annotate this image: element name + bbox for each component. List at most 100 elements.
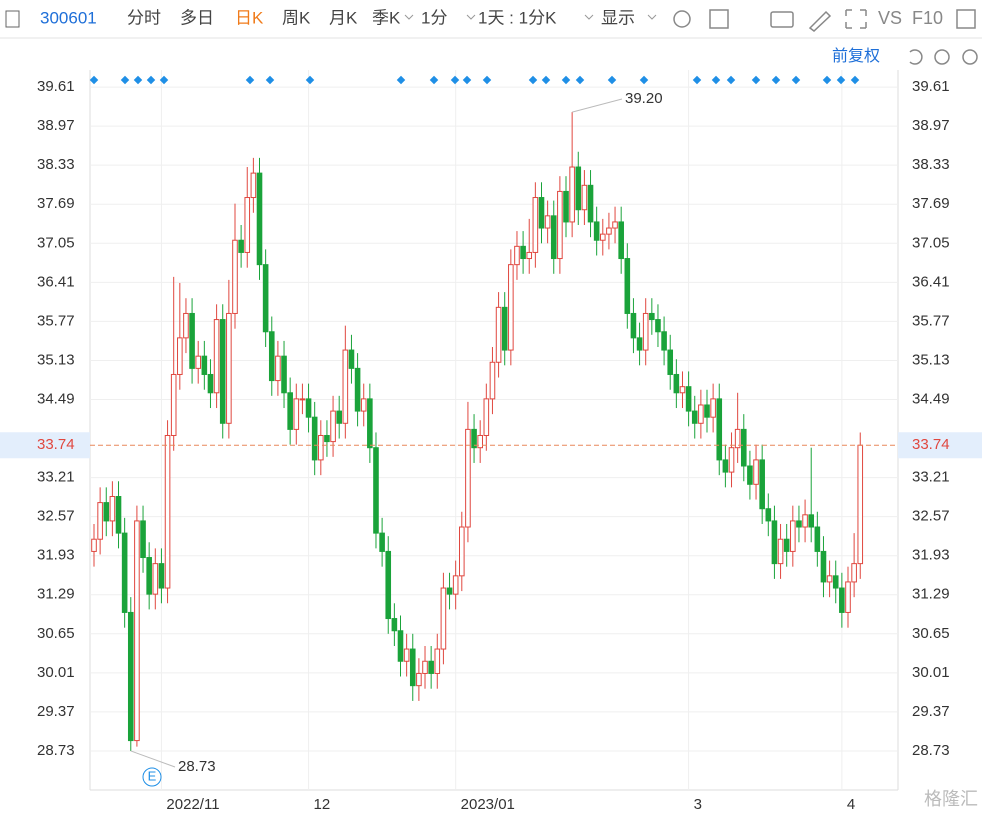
candle-body: [238, 239, 244, 253]
event-marker[interactable]: [791, 75, 801, 85]
pen-icon[interactable]: [808, 10, 832, 32]
candle-body: [183, 312, 189, 339]
candle-body: [642, 312, 649, 351]
settings-icon[interactable]: [673, 10, 691, 28]
event-marker[interactable]: [159, 75, 169, 85]
toolbar-tab[interactable]: 1分: [421, 8, 447, 27]
toolbar-tab[interactable]: F10: [912, 8, 943, 28]
toolbar-tab[interactable]: 显示: [601, 8, 635, 27]
event-marker[interactable]: [639, 75, 649, 85]
candle-body: [563, 190, 569, 223]
candle-body: [256, 172, 263, 266]
candle-body: [759, 459, 765, 510]
current-price-box: [0, 432, 90, 459]
candle-body: [213, 319, 220, 394]
event-marker[interactable]: [462, 75, 472, 85]
event-marker[interactable]: [305, 75, 315, 85]
candle-body: [685, 386, 692, 412]
candle-body: [796, 520, 802, 528]
event-marker[interactable]: [836, 75, 846, 85]
event-marker[interactable]: [692, 75, 702, 85]
event-marker[interactable]: [482, 75, 492, 85]
event-marker[interactable]: [850, 75, 860, 85]
candle-body: [379, 532, 385, 552]
event-marker[interactable]: [396, 75, 406, 85]
candle-body: [244, 197, 251, 253]
event-marker[interactable]: [429, 75, 439, 85]
toolbar-tab[interactable]: 月K: [329, 8, 358, 27]
toolbar-tab[interactable]: VS: [878, 8, 902, 28]
candle-body: [170, 373, 177, 436]
event-marker[interactable]: [726, 75, 736, 85]
y-tick-label-right: 38.97: [912, 117, 950, 134]
candle-body: [275, 355, 281, 382]
candle-body: [624, 258, 631, 314]
candle-body: [587, 184, 594, 223]
toolbar-tab[interactable]: 分时: [127, 8, 161, 27]
zoom-out[interactable]: [934, 49, 950, 65]
event-marker[interactable]: [822, 75, 832, 85]
event-marker[interactable]: [607, 75, 617, 85]
dropdown-caret[interactable]: [647, 14, 657, 20]
y-tick-label: 30.01: [37, 664, 75, 681]
x-tick-label: 2022/11: [166, 796, 219, 813]
reset-icon[interactable]: [909, 49, 923, 65]
max-label: 39.20: [625, 90, 663, 107]
event-marker[interactable]: [450, 75, 460, 85]
candle-body: [342, 349, 349, 424]
y-tick-label-right: 36.41: [912, 273, 950, 290]
dropdown-caret[interactable]: [466, 14, 476, 20]
candle-body: [354, 367, 361, 412]
panel-icon[interactable]: [956, 9, 976, 29]
max-pointer: [572, 98, 623, 113]
candle-body: [649, 312, 655, 321]
event-marker[interactable]: [265, 75, 275, 85]
candle-body: [391, 618, 398, 632]
event-marker[interactable]: [146, 75, 156, 85]
event-marker[interactable]: [771, 75, 781, 85]
candle-body: [330, 410, 336, 443]
toolbar-tab[interactable]: 日K: [235, 8, 264, 27]
y-tick-label-right: 30.65: [912, 625, 950, 642]
y-tick-label: 39.61: [37, 78, 75, 95]
toolbar-tab[interactable]: 1天 : 1分K: [478, 8, 557, 27]
dropdown-caret[interactable]: [584, 14, 594, 20]
event-marker[interactable]: [528, 75, 538, 85]
box-icon[interactable]: [709, 9, 729, 29]
y-tick-label-right: 37.05: [912, 234, 950, 251]
adjust-mode[interactable]: 前复权: [832, 47, 880, 65]
candle-body: [808, 514, 815, 528]
event-marker[interactable]: [561, 75, 571, 85]
candle-body: [299, 398, 306, 401]
candle-body: [691, 410, 698, 424]
candle-body: [839, 587, 845, 613]
event-badge[interactable]: [142, 767, 162, 787]
toolbar-tab[interactable]: 多日: [180, 8, 214, 27]
event-marker[interactable]: [575, 75, 585, 85]
fullscreen-icon[interactable]: [845, 9, 867, 29]
camera-icon[interactable]: [770, 11, 794, 28]
toolbar-tab[interactable]: 季K: [372, 8, 401, 27]
candle-body: [428, 660, 434, 674]
event-marker[interactable]: [89, 75, 99, 85]
candle-body: [158, 563, 165, 589]
zoom-in[interactable]: [962, 49, 978, 65]
candle-body: [287, 392, 293, 430]
y-tick-label-right: 32.57: [912, 508, 950, 525]
candle-body: [544, 215, 551, 229]
stock-code: 300601: [40, 8, 97, 27]
event-marker[interactable]: [711, 75, 721, 85]
x-tick-label: 12: [314, 796, 331, 813]
candle-body: [367, 398, 373, 449]
candle-body: [434, 648, 441, 674]
event-marker[interactable]: [751, 75, 761, 85]
event-marker[interactable]: [245, 75, 255, 85]
event-marker[interactable]: [120, 75, 130, 85]
candle-body: [440, 587, 447, 650]
dropdown-caret[interactable]: [404, 14, 414, 20]
candle-body: [698, 404, 704, 424]
toolbar-tab[interactable]: 周K: [282, 8, 311, 27]
event-marker[interactable]: [133, 75, 143, 85]
event-marker[interactable]: [541, 75, 551, 85]
sidebar-toggle[interactable]: [5, 10, 20, 28]
